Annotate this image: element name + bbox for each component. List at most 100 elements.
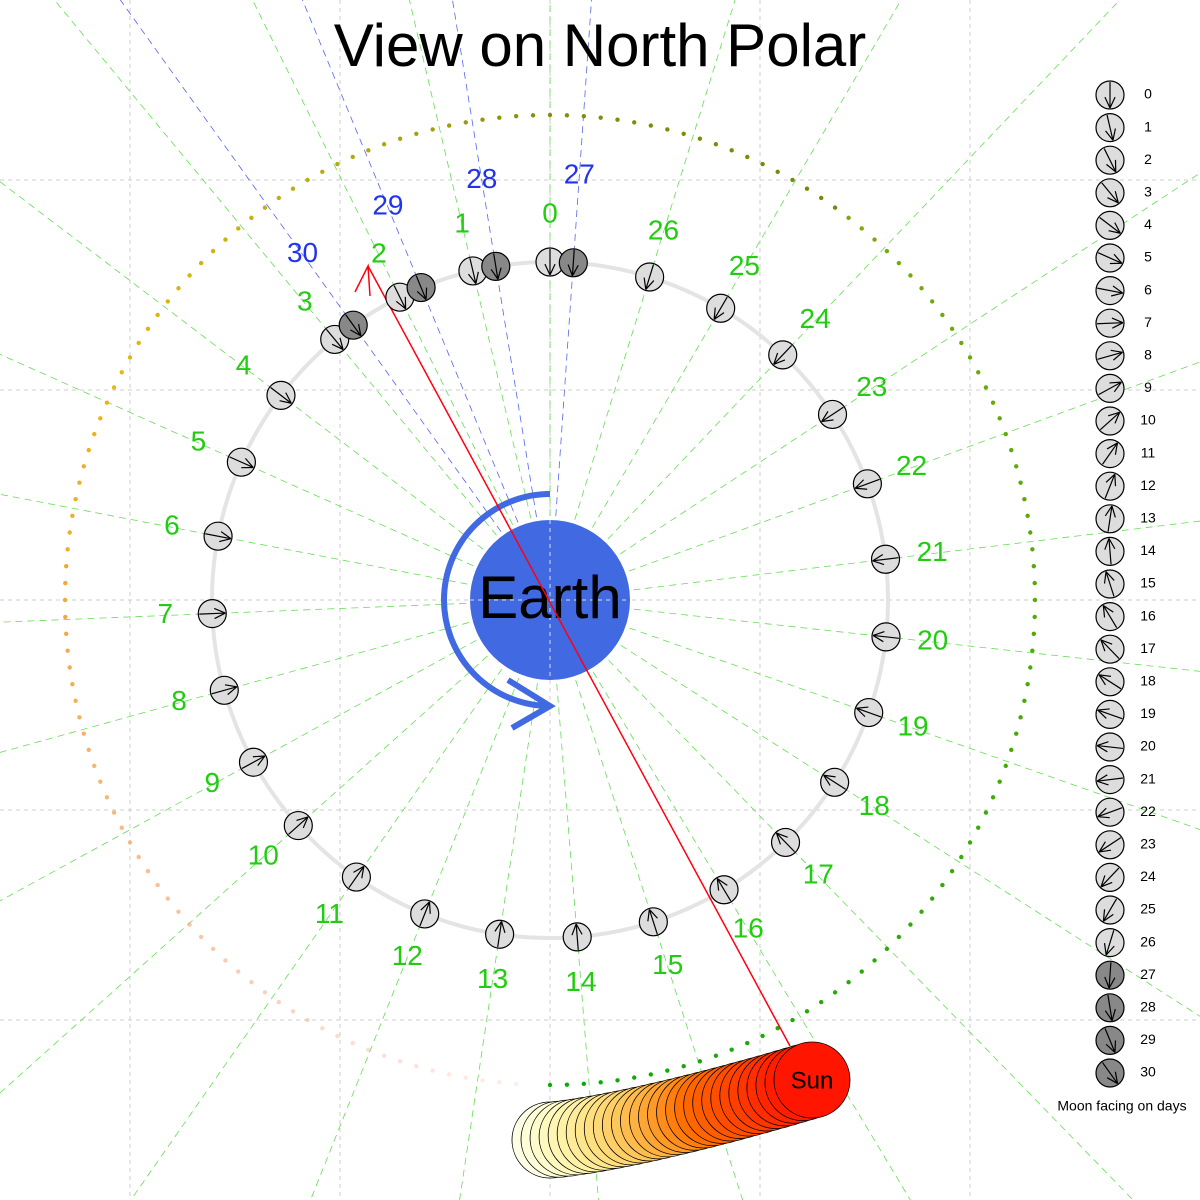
moon-arrow <box>224 684 237 688</box>
path-dot <box>497 1080 502 1085</box>
path-dot <box>155 882 160 888</box>
moon-day-label: 27 <box>564 158 595 189</box>
moon-arrow <box>229 456 254 469</box>
ray <box>302 0 551 601</box>
moon-day-label: 3 <box>297 286 313 317</box>
path-dot <box>187 273 192 278</box>
path-dot <box>967 840 973 845</box>
moon-arrow <box>1105 1043 1116 1053</box>
moon-arrow <box>1097 709 1123 720</box>
moon-arrow <box>1114 442 1119 455</box>
path-dot <box>775 1026 780 1031</box>
path-dot <box>414 1064 419 1069</box>
path-dot <box>1028 665 1033 670</box>
moon-arrow <box>416 290 427 301</box>
moon-arrow <box>1100 639 1120 659</box>
path-dot <box>1018 715 1023 720</box>
moon-arrow <box>469 258 477 284</box>
moon-arrow <box>1104 96 1111 109</box>
path-dot <box>77 715 82 720</box>
moon-day-label: 11 <box>315 898 344 929</box>
moon-arrow <box>425 287 428 300</box>
path-dot <box>884 248 890 254</box>
path-dot <box>397 1059 403 1064</box>
moon-arrow <box>713 312 725 320</box>
path-dot <box>350 154 355 160</box>
path-dot <box>697 136 703 141</box>
path-dot <box>397 136 403 141</box>
path-dot <box>547 112 553 118</box>
path-dot <box>187 922 192 927</box>
path-dot <box>648 1072 654 1077</box>
ray <box>549 599 1134 1200</box>
ray <box>549 0 592 601</box>
moon-arrow <box>1099 217 1121 234</box>
moon-arrow <box>1097 252 1123 264</box>
path-dot <box>104 795 110 800</box>
legend-label: 30 <box>1140 1064 1156 1080</box>
path-dot <box>463 120 468 125</box>
moon-arrow <box>713 296 728 320</box>
path-dot <box>713 142 719 147</box>
ray <box>0 599 551 902</box>
path-dot <box>665 1068 670 1073</box>
moon-arrow <box>821 419 834 423</box>
path-dot <box>859 226 864 231</box>
moon-arrow <box>872 634 899 639</box>
moon-arrow <box>1105 571 1115 597</box>
path-dot <box>530 113 536 118</box>
moon-arrow <box>205 533 231 540</box>
moon-day-label: 2 <box>371 237 387 268</box>
path-dot <box>236 969 241 974</box>
moon-arrow <box>361 866 365 879</box>
moon-arrow <box>1101 182 1119 204</box>
path-dot <box>648 123 654 128</box>
path-dot <box>81 731 86 736</box>
path-dot <box>665 127 670 132</box>
moon-arrow <box>1105 571 1115 581</box>
path-dot <box>145 326 151 331</box>
path-dot <box>819 195 824 201</box>
moon-arrow <box>1098 674 1122 690</box>
path-dot <box>859 969 864 974</box>
path-dot <box>290 1009 296 1014</box>
moon-arrow <box>1096 774 1108 782</box>
moon-arrow <box>643 277 647 290</box>
moon-day-label: 17 <box>803 859 834 890</box>
path-dot <box>581 1081 587 1087</box>
moon-arrow <box>1109 381 1122 384</box>
path-dot <box>632 120 637 125</box>
path-dot <box>430 1068 435 1073</box>
title: View on North Polar <box>334 12 867 79</box>
moon-arrow <box>244 458 254 468</box>
path-dot <box>908 922 913 927</box>
sun-line-arrowhead <box>354 263 371 297</box>
path-dot <box>990 795 996 800</box>
moon-arrow <box>854 479 865 489</box>
moon-arrow <box>288 816 309 835</box>
path-dot <box>98 779 103 784</box>
path-dot <box>249 215 254 221</box>
moon-arrow <box>1102 605 1118 629</box>
moon-arrow <box>1105 473 1116 483</box>
moon-arrow <box>353 865 365 873</box>
path-dot <box>92 763 97 769</box>
moon-arrow <box>1098 674 1112 677</box>
path-dot <box>819 999 824 1005</box>
legend-label: 23 <box>1140 836 1156 852</box>
legend-label: 12 <box>1140 477 1156 493</box>
ray <box>0 599 551 1094</box>
moon-arrow <box>1102 898 1118 922</box>
ray <box>549 599 599 1200</box>
moon-arrow <box>575 923 579 950</box>
path-dot <box>729 148 734 153</box>
path-dot <box>581 113 587 119</box>
path-dot <box>210 248 216 254</box>
moon-day-label: 30 <box>287 237 318 268</box>
path-dot <box>1032 580 1037 586</box>
ray <box>310 599 551 1200</box>
path-dot <box>632 1075 637 1080</box>
moon-arrow <box>823 774 846 790</box>
path-dot <box>176 286 181 291</box>
